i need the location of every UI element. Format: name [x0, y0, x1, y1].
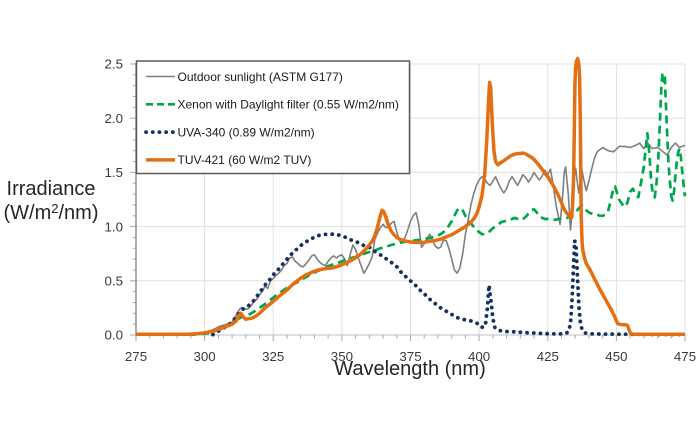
svg-text:2.0: 2.0	[105, 111, 124, 126]
svg-text:Irradiance: Irradiance	[7, 178, 96, 200]
svg-text:Xenon with Daylight filter (0.: Xenon with Daylight filter (0.55 W/m2/nm…	[178, 98, 399, 112]
svg-text:1.5: 1.5	[105, 165, 124, 180]
svg-text:300: 300	[194, 349, 216, 364]
svg-text:Wavelength (nm): Wavelength (nm)	[334, 358, 486, 380]
svg-text:TUV-421 (60 W/m2 TUV): TUV-421 (60 W/m2 TUV)	[178, 153, 312, 167]
svg-text:350: 350	[331, 349, 353, 364]
svg-text:0.0: 0.0	[105, 328, 124, 343]
svg-text:400: 400	[468, 349, 490, 364]
svg-text:0.5: 0.5	[105, 274, 124, 289]
svg-text:275: 275	[125, 349, 147, 364]
svg-text:Outdoor sunlight (ASTM G177): Outdoor sunlight (ASTM G177)	[178, 70, 343, 84]
svg-text:375: 375	[399, 349, 421, 364]
svg-text:1.0: 1.0	[105, 219, 124, 234]
svg-text:(W/m2/nm): (W/m2/nm)	[4, 201, 99, 224]
svg-text:325: 325	[262, 349, 284, 364]
svg-text:2.5: 2.5	[105, 57, 124, 72]
svg-text:450: 450	[605, 349, 627, 364]
svg-text:UVA-340 (0.89 W/m2/nm): UVA-340 (0.89 W/m2/nm)	[178, 125, 315, 139]
svg-text:475: 475	[674, 349, 696, 364]
svg-text:425: 425	[537, 349, 559, 364]
